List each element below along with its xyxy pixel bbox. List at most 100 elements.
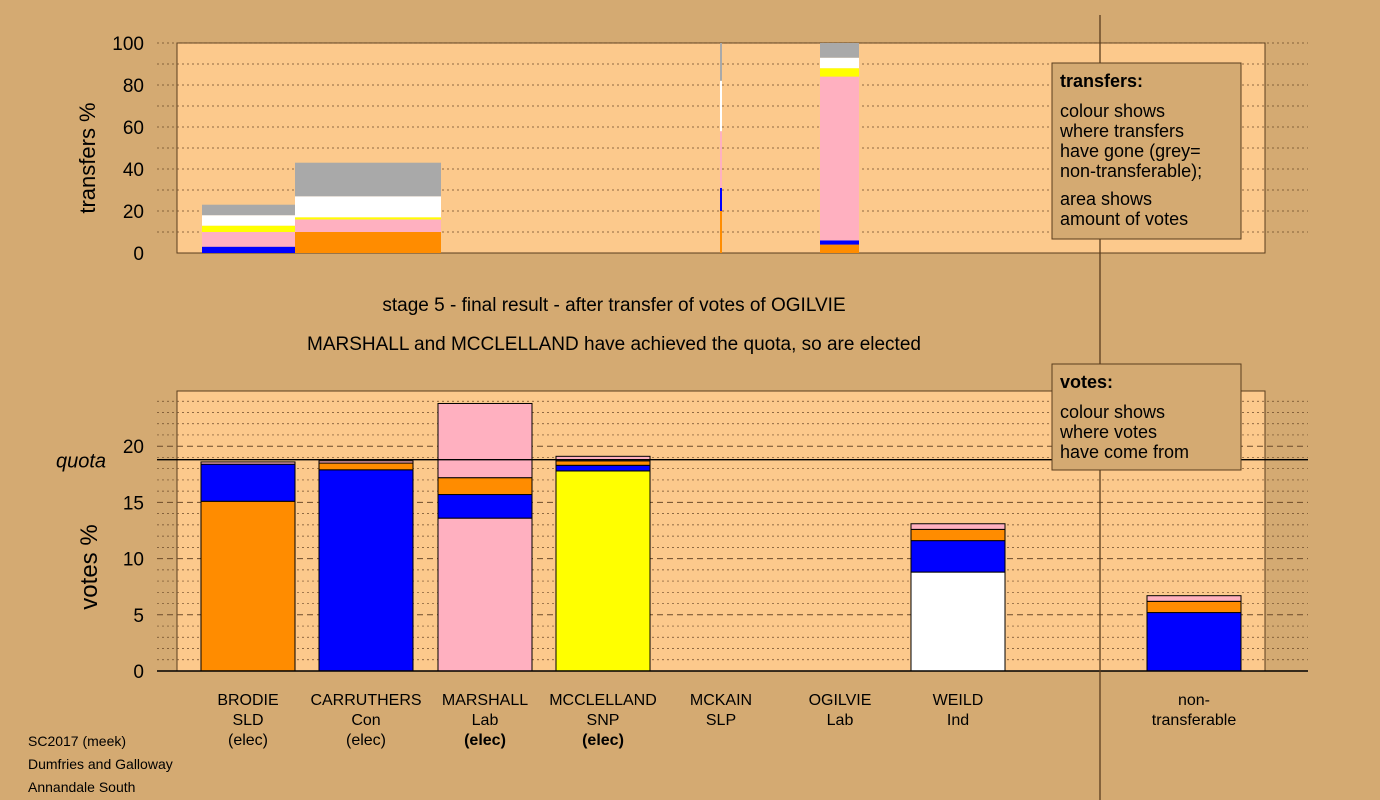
transfers-legend-line: colour shows	[1060, 101, 1165, 121]
transfers-legend-box	[1051, 62, 1242, 240]
transfers-y-tick-label: 40	[123, 160, 144, 181]
candidate-party-brodie: SLD	[232, 712, 263, 729]
vote-bar-marshall-segment-lab	[437, 402, 533, 479]
transfer-segment-non_transferable	[820, 43, 859, 58]
candidate-name-marshall: MARSHALL	[442, 692, 528, 709]
transfer-segment-lab	[820, 76, 859, 241]
non-transferable-label: transferable	[1152, 712, 1237, 729]
transfers-y-ticks: 0 20 40 60 80 100	[112, 34, 144, 265]
non-transferable-label: non-	[1178, 692, 1210, 709]
transfers-y-tick-label: 80	[123, 76, 144, 97]
vote-bar-weild-segment-ind	[910, 571, 1006, 672]
transfers-legend-title: transfers:	[1060, 71, 1143, 91]
candidate-name-mcclelland: MCCLELLAND	[549, 692, 657, 709]
transfer-segment-non_transferable	[720, 43, 722, 81]
vote-bar-mcclelland-segment-sld	[555, 460, 651, 466]
candidate-party-mckain: SLP	[706, 712, 736, 729]
votes-y-tick-label: 15	[123, 493, 144, 514]
vote-bar-marshall-segment-lab	[437, 517, 533, 672]
transfer-segment-ind	[295, 196, 441, 218]
vote-bar-weild-segment-con	[910, 540, 1006, 573]
vote-bar-brodie-segment-sld	[200, 500, 296, 672]
candidate-name-brodie: BRODIE	[217, 692, 278, 709]
non-transferable-bar-segment-lab	[1146, 595, 1242, 602]
votes-y-tick-label: 10	[123, 550, 144, 571]
transfers-y-axis-label: transfers %	[75, 102, 100, 213]
candidate-party-marshall: Lab	[472, 712, 499, 729]
transfer-segment-sld	[820, 244, 859, 253]
transfer-segment-lab	[202, 232, 295, 247]
votes-bars	[200, 402, 1242, 672]
candidate-name-carruthers: CARRUTHERS	[310, 692, 421, 709]
candidate-status-brodie: (elec)	[228, 732, 268, 749]
vote-bar-marshall-segment-sld	[437, 477, 533, 496]
transfers-y-tick-label: 60	[123, 118, 144, 139]
vote-bar-marshall-segment-con	[437, 494, 533, 519]
transfers-y-tick-label: 20	[123, 202, 144, 223]
transfer-segment-ind	[820, 57, 859, 69]
transfer-segment-ind	[202, 215, 295, 226]
candidate-status-carruthers: (elec)	[346, 732, 386, 749]
votes-y-ticks: 0 5 10 15 20	[123, 437, 144, 683]
candidate-name-ogilvie: OGILVIE	[809, 692, 872, 709]
transfer-segment-sld	[295, 232, 441, 253]
transfer-segment-con	[820, 240, 859, 245]
quota-label: quota	[56, 451, 106, 473]
transfer-segment-snp	[295, 217, 441, 220]
vote-bar-carruthers-segment-sld	[318, 462, 414, 471]
transfers-legend-line: have gone (grey=	[1060, 141, 1201, 161]
candidate-labels: BRODIE SLD (elec) CARRUTHERS Con (elec) MARSHA…	[217, 692, 1236, 749]
result-heading: MARSHALL and MCCLELLAND have achieved th…	[307, 334, 921, 355]
non-transferable-bar-segment-sld	[1146, 600, 1242, 614]
footer-system: SC2017 (meek)	[28, 733, 126, 749]
transfer-segment-non_transferable	[295, 162, 441, 197]
candidate-name-weild: WEILD	[933, 692, 984, 709]
vote-bar-weild-segment-sld	[910, 528, 1006, 542]
transfer-segment-sld	[720, 211, 722, 253]
candidate-name-mckain: MCKAIN	[690, 692, 752, 709]
candidate-party-ogilvie: Lab	[827, 712, 854, 729]
candidate-party-weild: Ind	[947, 712, 969, 729]
footer-ward: Annandale South	[28, 779, 135, 795]
transfer-segment-con	[720, 187, 722, 211]
transfers-legend-line: amount of votes	[1060, 209, 1188, 229]
votes-panel: 0 5 10 15 20 quota votes % BRODIE SLD (elec) CA…	[56, 390, 1308, 749]
vote-bar-carruthers-segment-con	[318, 469, 414, 672]
votes-y-axis-label: votes %	[76, 524, 103, 609]
vote-bar-mcclelland-segment-lab	[555, 455, 651, 462]
non-transferable-bar-segment-con	[1146, 612, 1242, 672]
votes-y-tick-label: 5	[133, 606, 144, 627]
votes-legend-title: votes:	[1060, 372, 1113, 392]
votes-legend: votes: colour shows where votes have com…	[1051, 363, 1242, 471]
transfer-segment-con	[202, 246, 295, 253]
vote-bar-mcclelland-segment-con	[555, 464, 651, 472]
transfers-legend-line: area shows	[1060, 189, 1152, 209]
votes-legend-line: have come from	[1060, 442, 1189, 462]
stage-heading: stage 5 - final result - after transfer …	[382, 295, 845, 316]
transfer-segment-snp	[820, 68, 859, 77]
candidate-status-mcclelland: (elec)	[582, 732, 624, 749]
transfer-segment-lab	[295, 219, 441, 232]
votes-legend-line: where votes	[1059, 422, 1157, 442]
transfers-legend: transfers: colour shows where transfers …	[1051, 62, 1242, 240]
vote-bar-carruthers-segment-lab	[318, 460, 414, 464]
candidate-party-mcclelland: SNP	[587, 712, 620, 729]
transfers-legend-line: non-transferable);	[1060, 161, 1202, 181]
votes-y-tick-label: 0	[133, 662, 144, 683]
footer-council: Dumfries and Galloway	[28, 756, 173, 772]
candidate-status-marshall: (elec)	[464, 732, 506, 749]
transfer-segment-lab	[720, 131, 722, 188]
candidate-party-carruthers: Con	[351, 712, 380, 729]
votes-legend-line: colour shows	[1060, 402, 1165, 422]
vote-bar-mcclelland-segment-snp	[555, 470, 651, 672]
vote-bar-brodie-segment-lab	[200, 461, 296, 465]
transfer-segment-snp	[202, 225, 295, 232]
transfers-legend-line: where transfers	[1059, 121, 1184, 141]
transfer-segment-ind	[720, 80, 722, 132]
transfers-y-tick-label: 100	[112, 34, 144, 55]
transfer-segment-non_transferable	[202, 204, 295, 216]
transfers-bars	[202, 43, 859, 253]
votes-y-tick-label: 20	[123, 437, 144, 458]
vote-bar-brodie-segment-con	[200, 463, 296, 502]
